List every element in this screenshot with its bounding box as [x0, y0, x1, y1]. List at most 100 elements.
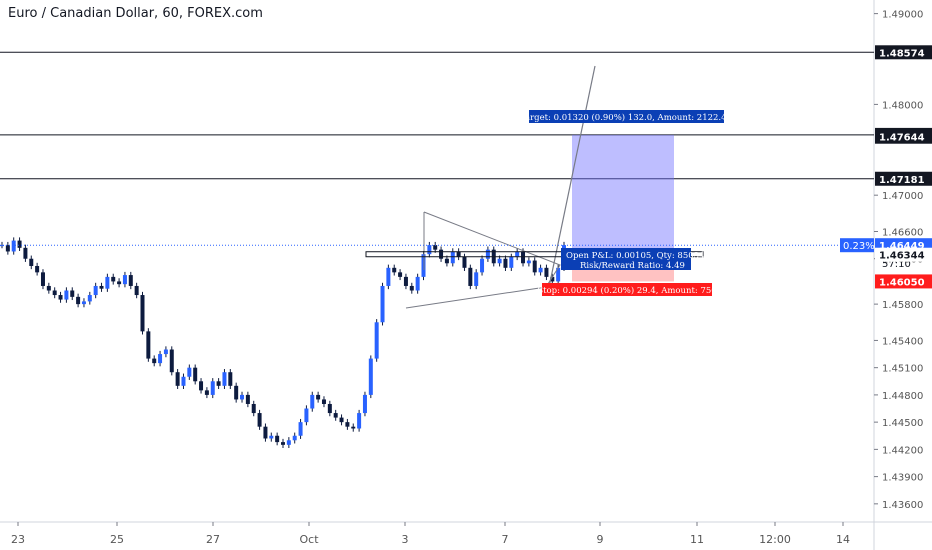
candle-body: [47, 286, 51, 291]
candle-body: [439, 250, 443, 259]
candle-body: [240, 395, 244, 400]
time-tick-label: Oct: [299, 533, 319, 546]
candle-body: [222, 372, 226, 386]
price-tick-label: 1.44200: [882, 445, 923, 456]
candle-body: [88, 295, 92, 301]
candle-body: [41, 272, 45, 286]
candle-body: [357, 413, 361, 428]
marker-price-label-text: 1.46344: [879, 251, 925, 262]
candle-body: [275, 436, 279, 442]
candle-body: [76, 297, 80, 304]
target-zone: [572, 135, 674, 255]
price-tick-label: 1.44800: [882, 391, 923, 402]
time-tick-label: 9: [597, 533, 604, 546]
candle-body: [304, 409, 308, 423]
candle-body: [474, 272, 478, 286]
time-tick-label: 7: [502, 533, 509, 546]
stop-label-text: Stop: 0.00294 (0.20%) 29.4, Amount: 750: [537, 285, 716, 296]
candle-body: [164, 350, 168, 355]
candle-body: [480, 259, 484, 273]
time-tick-label: 3: [402, 533, 409, 546]
candle-body: [123, 275, 127, 284]
candle-body: [316, 395, 320, 400]
candle-body: [117, 281, 121, 284]
candle-body: [234, 386, 238, 400]
candle-body: [258, 413, 262, 427]
candle-body: [498, 259, 502, 264]
candle-body: [23, 248, 27, 259]
candle-body: [146, 331, 150, 358]
candle-body: [398, 272, 402, 277]
candle-body: [293, 436, 297, 441]
candle-body: [59, 295, 63, 300]
candle-body: [386, 268, 390, 286]
candle-body: [252, 404, 256, 413]
candle-body: [263, 427, 267, 439]
candle-body: [340, 418, 344, 423]
level-label-text: 1.47181: [879, 175, 925, 186]
candle-body: [527, 261, 531, 264]
candle-body: [53, 291, 57, 296]
candle-body: [181, 377, 185, 386]
candle-body: [410, 286, 414, 291]
time-tick-label: 27: [206, 533, 220, 546]
candle-body: [509, 257, 513, 268]
price-tick-label: 1.45400: [882, 336, 923, 347]
price-tick-label: 1.45800: [882, 300, 923, 311]
candle-body: [451, 251, 455, 263]
candle-body: [544, 268, 548, 277]
candle-body: [515, 251, 519, 256]
candle-body: [100, 286, 104, 289]
candle-body: [18, 241, 22, 248]
candle-body: [246, 395, 250, 404]
candle-body: [205, 390, 209, 395]
candle-body: [29, 259, 33, 266]
candle-body: [94, 286, 98, 295]
candle-body: [170, 350, 174, 373]
candle-body: [287, 440, 291, 445]
target-label-text: Target: 0.01320 (0.90%) 132.0, Amount: 2…: [520, 112, 732, 123]
candle-body: [345, 422, 349, 427]
price-tick-label: 1.46600: [882, 227, 923, 238]
candle-body: [486, 250, 490, 259]
candle-body: [462, 257, 466, 268]
price-tick-label: 1.43900: [882, 473, 923, 484]
candle-body: [404, 277, 408, 286]
candle-body: [363, 395, 367, 413]
candle-body: [322, 399, 326, 404]
candle-body: [392, 268, 396, 273]
candle-body: [539, 268, 543, 273]
candle-body: [6, 245, 10, 251]
candle-body: [211, 381, 215, 395]
candle-body: [381, 286, 385, 322]
time-tick-label: 12:00: [759, 533, 791, 546]
stop-price-label-text: 1.46050: [879, 277, 925, 288]
candle-body: [187, 368, 191, 377]
time-tick-label: 25: [110, 533, 124, 546]
candle-body: [369, 359, 373, 395]
candle-body: [228, 372, 232, 386]
level-label-text: 1.48574: [879, 48, 925, 59]
price-tick-label: 1.45100: [882, 364, 923, 375]
pnl-label-text: Open P&L: 0.00105, Qty: 85034: [566, 251, 704, 261]
candle-body: [299, 422, 303, 436]
candle-body: [445, 259, 449, 264]
candle-body: [310, 395, 314, 409]
candle-body: [105, 277, 109, 289]
price-tick-label: 1.48000: [882, 100, 923, 111]
candle-body: [351, 427, 355, 429]
candle-body: [427, 245, 431, 254]
candle-body: [64, 291, 68, 300]
candle-body: [503, 259, 507, 268]
candle-body: [129, 275, 133, 286]
ratio-label-text: Risk/Reward Ratio: 4.49: [580, 261, 685, 271]
time-tick-label: 11: [690, 533, 704, 546]
candle-body: [269, 436, 273, 439]
candle-body: [457, 251, 461, 256]
price-change-text: 0.23%: [843, 241, 875, 252]
time-tick-label: 23: [11, 533, 25, 546]
candle-body: [158, 354, 162, 363]
candle-body: [193, 368, 197, 382]
candle-body: [135, 286, 139, 295]
